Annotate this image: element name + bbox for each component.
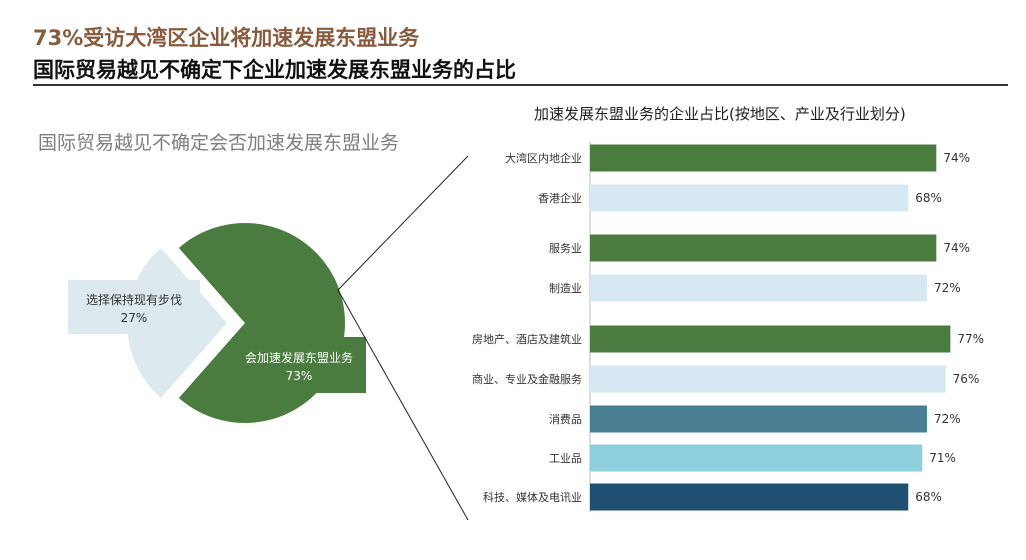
pie-label-box-keep-pace <box>68 280 200 334</box>
bar-2-2 <box>590 405 927 433</box>
bar-value-label-2-0: 77% <box>957 332 984 346</box>
bar-value-label-2-2: 72% <box>934 412 961 426</box>
bar-0-1 <box>590 184 909 212</box>
bar-0-0 <box>590 144 937 172</box>
pie-value-keep-pace: 27% <box>121 311 148 325</box>
bar-value-label-1-1: 72% <box>934 281 961 295</box>
bar-category-label-1-0: 服务业 <box>549 242 582 255</box>
page-title: 73%受访大湾区企业将加速发展东盟业务 <box>33 26 420 50</box>
pie-chart-title: 国际贸易越见不确定会否加速发展东盟业务 <box>38 132 400 154</box>
bar-value-label-0-1: 68% <box>915 191 942 205</box>
page-subtitle: 国际贸易越见不确定下企业加速发展东盟业务的占比 <box>33 58 516 82</box>
bar-2-0 <box>590 325 951 353</box>
bar-chart-title: 加速发展东盟业务的企业占比(按地区、产业及行业划分) <box>534 105 906 123</box>
bar-category-label-2-3: 工业品 <box>549 452 582 465</box>
bar-1-0 <box>590 234 937 262</box>
connector-line-bottom <box>337 289 469 521</box>
title-divider <box>33 84 1008 86</box>
bar-2-4 <box>590 483 909 511</box>
bar-value-label-0-0: 74% <box>943 151 970 165</box>
pie-value-accelerate: 73% <box>286 369 313 383</box>
bar-value-label-1-0: 74% <box>943 241 970 255</box>
bar-1-1 <box>590 274 927 302</box>
bar-2-1 <box>590 365 946 393</box>
pie-label-box-accelerate <box>232 337 366 393</box>
bar-category-label-2-4: 科技、媒体及电讯业 <box>483 490 582 504</box>
bar-value-label-2-3: 71% <box>929 451 956 465</box>
bar-value-label-2-4: 68% <box>915 490 942 504</box>
pie-label-accelerate: 会加速发展东盟业务 <box>245 350 353 365</box>
bar-category-label-2-2: 消费品 <box>549 412 582 426</box>
pie-label-keep-pace: 选择保持现有步伐 <box>86 292 182 307</box>
bar-value-label-2-1: 76% <box>953 372 980 386</box>
bar-2-3 <box>590 444 923 472</box>
connector-line-top <box>337 155 469 291</box>
bar-category-label-0-1: 香港企业 <box>538 191 582 205</box>
bar-category-label-2-1: 商业、专业及金融服务 <box>472 372 582 386</box>
bar-category-label-1-1: 制造业 <box>549 281 582 295</box>
bar-category-label-2-0: 房地产、酒店及建筑业 <box>472 332 582 346</box>
bar-category-label-0-0: 大湾区内地企业 <box>505 151 582 165</box>
